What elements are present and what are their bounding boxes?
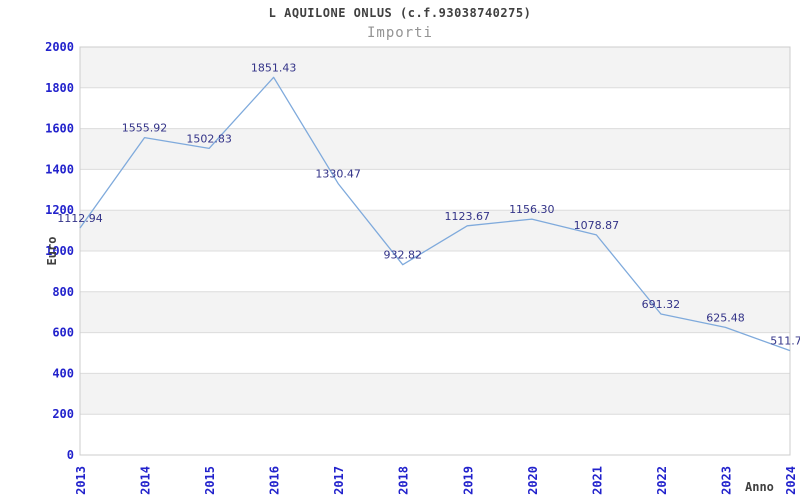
grid-band: [80, 128, 790, 170]
data-point-label: 1502.83: [186, 132, 232, 145]
y-axis-title: Euro: [45, 237, 59, 266]
chart-subtitle: Importi: [366, 25, 433, 41]
x-tick-label: 2018: [397, 466, 411, 495]
data-point-label: 1078.87: [574, 219, 620, 232]
data-point-label: 1851.43: [251, 61, 297, 74]
y-tick-label: 200: [52, 407, 74, 421]
y-tick-label: 1800: [45, 81, 74, 95]
grid-band: [80, 87, 790, 129]
y-tick-label: 600: [52, 326, 74, 340]
y-tick-label: 400: [52, 366, 74, 380]
plot-area-border: [79, 46, 791, 456]
y-tick-label: 1400: [45, 162, 74, 176]
x-tick-label: 2017: [332, 466, 346, 495]
y-tick-label: 1600: [45, 122, 74, 136]
data-point-label: 1123.67: [445, 210, 491, 223]
data-point-label: 1330.47: [315, 168, 361, 181]
x-tick-label: 2023: [719, 466, 733, 495]
y-tick-label: 1000: [45, 244, 74, 258]
grid-band: [80, 373, 790, 415]
grid-band: [80, 210, 790, 251]
grid-band: [80, 169, 790, 211]
x-tick-label: 2015: [203, 466, 217, 495]
grid-band: [80, 251, 790, 292]
grid-band: [80, 332, 790, 374]
x-tick-label: 2020: [526, 466, 540, 495]
x-axis-title: Anno: [745, 480, 774, 494]
y-tick-label: 2000: [45, 40, 74, 54]
x-tick-label: 2024: [784, 466, 798, 495]
data-point-label: 1112.94: [57, 212, 103, 225]
x-tick-label: 2013: [74, 466, 88, 495]
y-tick-label: 800: [52, 285, 74, 299]
grid-band: [80, 291, 790, 333]
grid-band: [80, 414, 790, 455]
data-point-label: 1156.30: [509, 203, 555, 216]
data-point-label: 932.82: [383, 249, 422, 262]
y-tick-label: 1200: [45, 203, 74, 217]
data-point-label: 625.48: [706, 311, 745, 324]
x-tick-label: 2019: [461, 466, 475, 495]
x-tick-label: 2014: [139, 466, 153, 495]
data-point-label: 1555.92: [122, 122, 168, 135]
series-line: [79, 76, 791, 352]
data-point-label: 691.32: [642, 298, 681, 311]
data-point-label: 511.7: [770, 335, 800, 348]
x-tick-label: 2016: [268, 466, 282, 495]
x-tick-label: 2021: [590, 466, 604, 495]
grid-band: [80, 47, 790, 88]
chart-title: L AQUILONE ONLUS (c.f.93038740275): [268, 6, 532, 20]
y-tick-label: 0: [67, 448, 74, 462]
x-tick-label: 2022: [655, 466, 669, 495]
